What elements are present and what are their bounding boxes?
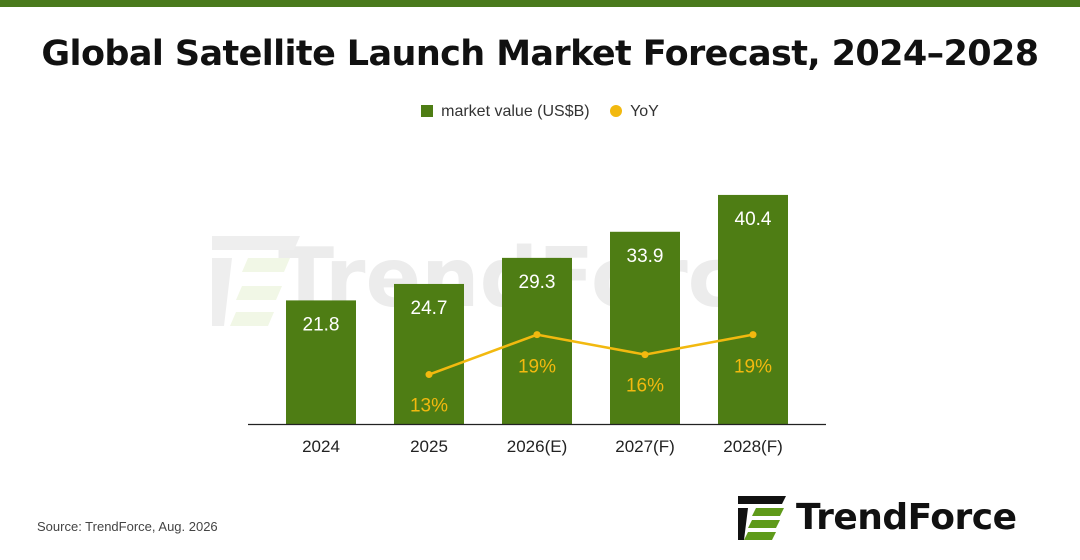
bar-2026(E) (502, 257, 572, 424)
trendforce-logo: TrendForce (736, 492, 1056, 544)
bar-2027(F) (610, 231, 680, 424)
legend-swatch-dot (610, 105, 623, 117)
trendforce-logo-text: TrendForce (796, 497, 1017, 538)
bar-2024 (286, 300, 356, 424)
bar-value-label: 40.4 (735, 209, 772, 230)
bar-value-label: 29.3 (519, 272, 556, 293)
top-accent-bar (0, 0, 1080, 7)
bar-value-label: 24.7 (411, 298, 448, 319)
yoy-line (428, 333, 754, 376)
yoy-value-label: 16% (626, 376, 664, 397)
bar-value-label: 33.9 (627, 246, 664, 267)
yoy-point (425, 371, 433, 379)
trendforce-logo-icon (738, 496, 786, 540)
legend-swatch-bar (421, 105, 434, 117)
yoy-value-label: 19% (518, 357, 556, 378)
x-tick-label: 2026(E) (507, 437, 567, 456)
yoy-point (641, 351, 649, 359)
legend: market value (US$B) YoY (0, 103, 1080, 121)
yoy-value-label: 13% (410, 396, 448, 417)
x-tick-label: 2027(F) (615, 437, 675, 456)
chart-canvas: TrendForce 21.824.729.333.940.4 13%19%16… (212, 194, 826, 456)
legend-label-yoy: YoY (630, 103, 659, 120)
bar-2025 (394, 283, 464, 424)
watermark-logo-icon (212, 236, 300, 326)
x-tick-label: 2025 (410, 437, 448, 456)
legend-item-yoy: YoY (610, 103, 659, 121)
legend-label-market-value: market value (US$B) (441, 103, 590, 120)
yoy-point (749, 331, 757, 339)
yoy-point (533, 331, 541, 339)
source-note: Source: TrendForce, Aug. 2026 (37, 519, 218, 534)
x-tick-label: 2028(F) (723, 437, 783, 456)
x-tick-label: 2024 (302, 437, 340, 456)
bar-2028(F) (718, 194, 788, 424)
bar-value-label: 21.8 (303, 314, 340, 335)
chart-title: Global Satellite Launch Market Forecast,… (41, 34, 1039, 74)
yoy-value-label: 19% (734, 357, 772, 378)
legend-item-market-value: market value (US$B) (421, 103, 590, 121)
